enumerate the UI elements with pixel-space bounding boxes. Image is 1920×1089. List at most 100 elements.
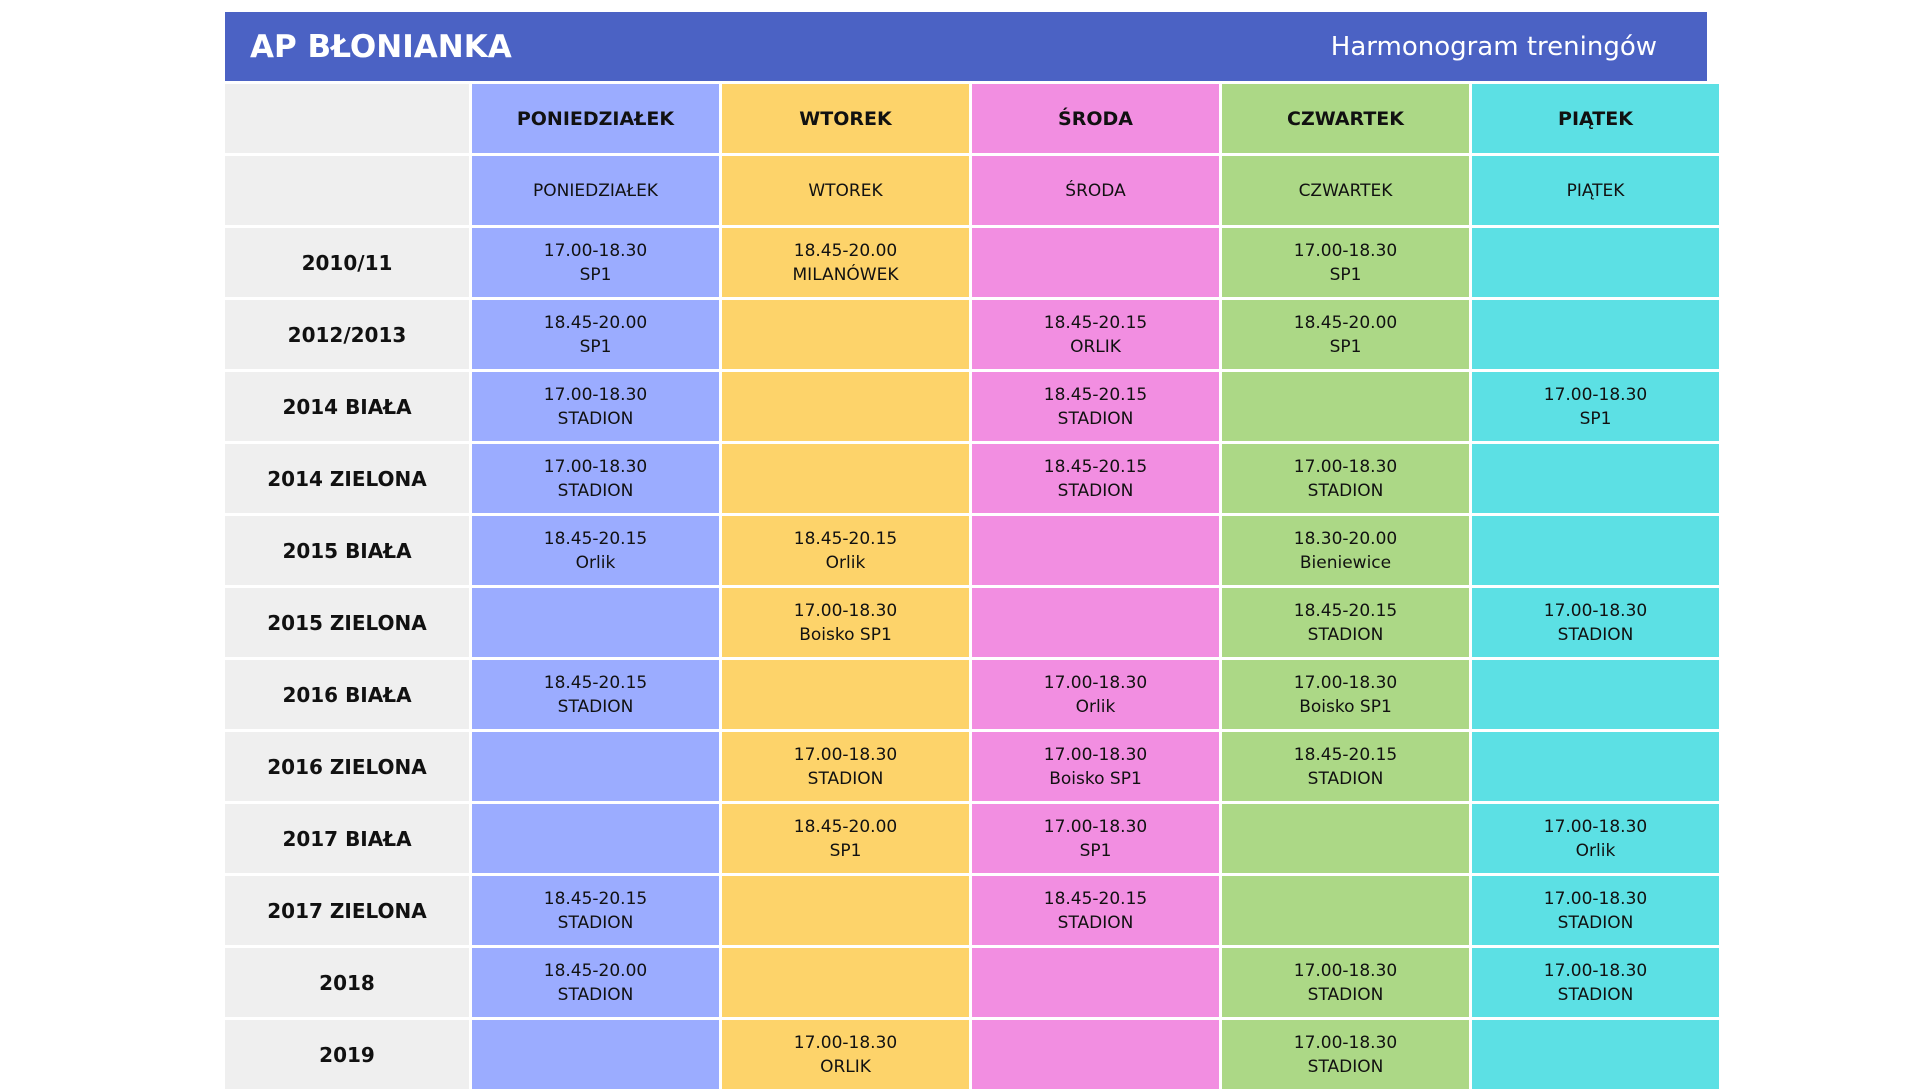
slot-time: 18.45-20.15 [543, 888, 648, 909]
slot-time: 18.45-20.15 [1043, 888, 1148, 909]
slot-place: SP1 [1329, 264, 1362, 285]
slot-tuesday: 18.45-20.15 Orlik [722, 516, 969, 585]
slot-tuesday: 17.00-18.30 Boisko SP1 [722, 588, 969, 657]
slot-place: ORLIK [820, 1056, 871, 1077]
slot-monday [472, 588, 719, 657]
slot-place: Boisko SP1 [799, 624, 892, 645]
row-label: 2018 [225, 948, 469, 1017]
slot-place: STADION [1307, 480, 1384, 501]
slot-place: STADION [557, 912, 634, 933]
slot-time: 17.00-18.30 [1543, 960, 1648, 981]
slot-thursday: 17.00-18.30 Boisko SP1 [1222, 660, 1469, 729]
slot-place: STADION [557, 480, 634, 501]
day-header-tuesday: WTOREK [722, 84, 969, 153]
slot-time: 17.00-18.30 [543, 384, 648, 405]
slot-time: 18.45-20.15 [543, 672, 648, 693]
slot-place: ORLIK [1070, 336, 1121, 357]
day-header-friday: PIĄTEK [1472, 84, 1719, 153]
slot-place: SP1 [579, 264, 612, 285]
row-label: 2019 [225, 1020, 469, 1089]
slot-place: STADION [1057, 912, 1134, 933]
slot-time: 18.45-20.15 [793, 528, 898, 549]
slot-tuesday [722, 372, 969, 441]
day-header-monday: PONIEDZIAŁEK [472, 84, 719, 153]
slot-place: SP1 [1329, 336, 1362, 357]
slot-place: STADION [1307, 768, 1384, 789]
row-label: 2017 BIAŁA [225, 804, 469, 873]
row-label: 2012/2013 [225, 300, 469, 369]
slot-friday: 17.00-18.30 STADION [1472, 948, 1719, 1017]
day-header-thursday: CZWARTEK [1222, 84, 1469, 153]
slot-tuesday: 17.00-18.30 STADION [722, 732, 969, 801]
training-schedule: AP BŁONIANKA Harmonogram treningów PONIE… [225, 12, 1719, 1089]
slot-tuesday [722, 876, 969, 945]
day-subheader-monday: PONIEDZIAŁEK [472, 156, 719, 225]
slot-monday [472, 1020, 719, 1089]
slot-time: 17.00-18.30 [1043, 744, 1148, 765]
schedule-grid: PONIEDZIAŁEK WTOREK ŚRODA CZWARTEK PIĄTE… [225, 84, 1719, 1089]
slot-time: 17.00-18.30 [1543, 384, 1648, 405]
slot-time: 17.00-18.30 [1543, 888, 1648, 909]
slot-place: STADION [557, 408, 634, 429]
slot-monday: 17.00-18.30 SP1 [472, 228, 719, 297]
slot-tuesday [722, 660, 969, 729]
slot-friday [1472, 300, 1719, 369]
slot-place: STADION [1057, 480, 1134, 501]
slot-time: 18.30-20.00 [1293, 528, 1398, 549]
slot-place: Bieniewice [1299, 552, 1392, 573]
slot-time: 17.00-18.30 [1043, 816, 1148, 837]
slot-place: SP1 [829, 840, 862, 861]
slot-friday [1472, 732, 1719, 801]
slot-monday: 18.45-20.00 STADION [472, 948, 719, 1017]
club-name: AP BŁONIANKA [250, 28, 512, 65]
row-label: 2014 ZIELONA [225, 444, 469, 513]
slot-thursday: 18.45-20.00 SP1 [1222, 300, 1469, 369]
slot-time: 18.45-20.00 [793, 240, 898, 261]
slot-place: STADION [1557, 624, 1634, 645]
slot-place: Orlik [1075, 696, 1116, 717]
slot-time: 18.45-20.00 [543, 312, 648, 333]
slot-place: STADION [1557, 984, 1634, 1005]
slot-place: STADION [557, 696, 634, 717]
row-label: 2016 BIAŁA [225, 660, 469, 729]
slot-place: SP1 [579, 336, 612, 357]
corner-cell [225, 156, 469, 225]
slot-time: 18.45-20.00 [1293, 312, 1398, 333]
row-label: 2015 ZIELONA [225, 588, 469, 657]
slot-place: Boisko SP1 [1299, 696, 1392, 717]
slot-wednesday: 17.00-18.30 Orlik [972, 660, 1219, 729]
slot-friday [1472, 660, 1719, 729]
slot-thursday: 17.00-18.30 STADION [1222, 1020, 1469, 1089]
slot-monday [472, 804, 719, 873]
row-label: 2010/11 [225, 228, 469, 297]
slot-wednesday: 17.00-18.30 Boisko SP1 [972, 732, 1219, 801]
slot-friday: 17.00-18.30 SP1 [1472, 372, 1719, 441]
row-label: 2017 ZIELONA [225, 876, 469, 945]
day-header-wednesday: ŚRODA [972, 84, 1219, 153]
slot-place: Orlik [575, 552, 616, 573]
slot-tuesday: 17.00-18.30 ORLIK [722, 1020, 969, 1089]
slot-place: SP1 [1579, 408, 1612, 429]
slot-thursday: 18.45-20.15 STADION [1222, 588, 1469, 657]
slot-place: Boisko SP1 [1049, 768, 1142, 789]
slot-friday: 17.00-18.30 STADION [1472, 588, 1719, 657]
slot-monday: 18.45-20.15 Orlik [472, 516, 719, 585]
slot-tuesday [722, 444, 969, 513]
corner-cell [225, 84, 469, 153]
slot-wednesday [972, 1020, 1219, 1089]
slot-friday [1472, 444, 1719, 513]
slot-friday [1472, 1020, 1719, 1089]
slot-time: 18.45-20.15 [543, 528, 648, 549]
slot-thursday: 18.45-20.15 STADION [1222, 732, 1469, 801]
slot-place: STADION [1307, 624, 1384, 645]
slot-time: 18.45-20.00 [793, 816, 898, 837]
slot-friday [1472, 516, 1719, 585]
slot-friday [1472, 228, 1719, 297]
slot-time: 17.00-18.30 [1293, 1032, 1398, 1053]
slot-thursday: 17.00-18.30 SP1 [1222, 228, 1469, 297]
slot-monday: 18.45-20.00 SP1 [472, 300, 719, 369]
day-subheader-friday: PIĄTEK [1472, 156, 1719, 225]
slot-monday: 17.00-18.30 STADION [472, 444, 719, 513]
slot-time: 17.00-18.30 [543, 456, 648, 477]
slot-time: 17.00-18.30 [1293, 960, 1398, 981]
